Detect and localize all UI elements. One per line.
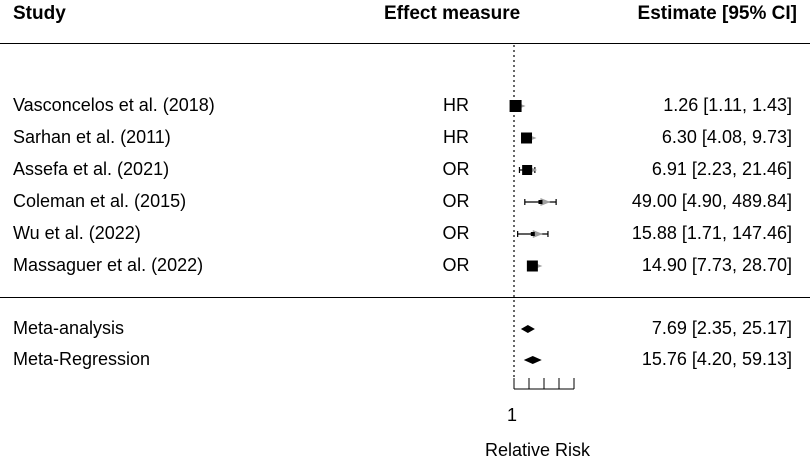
study-estimate: 15.88 [1.71, 147.46] <box>631 223 792 243</box>
observed-marker <box>532 230 543 238</box>
study-measure: OR <box>442 223 470 243</box>
study-estimate: 1.26 [1.11, 1.43] <box>663 95 792 115</box>
summary-diamond <box>520 325 535 333</box>
study-measure: OR <box>442 159 470 179</box>
summary-estimate: 15.76 [4.20, 59.13] <box>641 349 792 369</box>
summary-name: Meta-analysis <box>13 318 125 338</box>
study-measure: HR <box>443 127 469 147</box>
study-name: Sarhan et al. (2011) <box>13 127 171 147</box>
study-name: Wu et al. (2022) <box>13 223 141 243</box>
study-measure: OR <box>442 191 470 211</box>
estimate-point <box>526 260 538 272</box>
observed-marker <box>540 198 551 206</box>
x-tick-label: 1 <box>507 405 518 425</box>
summary-diamond <box>523 356 542 364</box>
study-estimate: 49.00 [4.90, 489.84] <box>631 191 792 211</box>
estimate-point <box>530 232 535 236</box>
estimate-point <box>509 100 522 112</box>
study-estimate: 6.91 [2.23, 21.46] <box>651 159 792 179</box>
x-axis-label: Relative Risk <box>485 440 591 460</box>
study-estimate: 6.30 [4.08, 9.73] <box>661 127 792 147</box>
estimate-point <box>522 165 533 175</box>
study-name: Assefa et al. (2021) <box>13 159 170 179</box>
summary-name: Meta-Regression <box>13 349 151 369</box>
study-name: Massaguer et al. (2022) <box>13 255 204 275</box>
study-name: Coleman et al. (2015) <box>13 191 187 211</box>
header-study: Study <box>13 3 66 24</box>
header-effect-measure: Effect measure <box>384 3 521 24</box>
summary-estimate: 7.69 [2.35, 25.17] <box>651 318 792 338</box>
study-name: Vasconcelos et al. (2018) <box>13 95 215 115</box>
estimate-point <box>521 132 533 144</box>
header-estimate: Estimate [95% CI] <box>637 3 797 24</box>
study-estimate: 14.90 [7.73, 28.70] <box>641 255 792 275</box>
summary-rule <box>0 297 810 298</box>
header-rule <box>0 43 810 44</box>
study-measure: OR <box>442 255 470 275</box>
study-measure: HR <box>443 95 469 115</box>
estimate-point <box>538 200 543 204</box>
